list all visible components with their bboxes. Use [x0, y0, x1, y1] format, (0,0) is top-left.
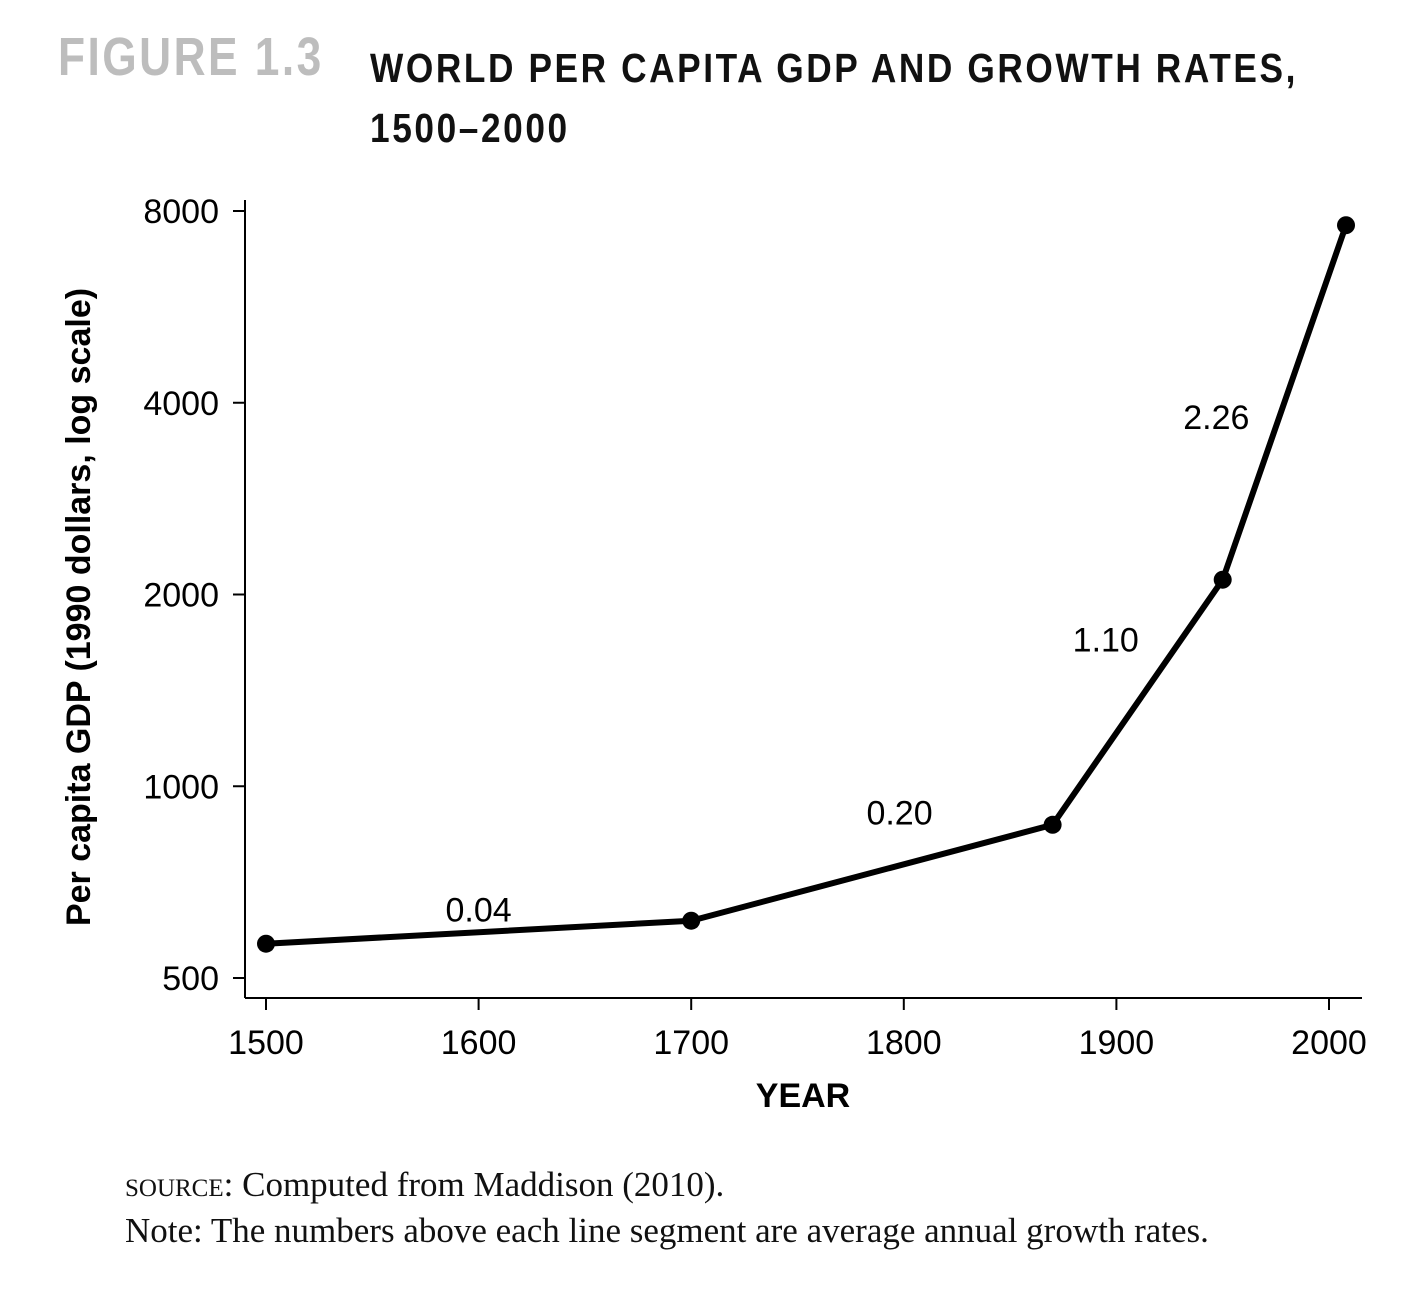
- figure-title-line-1: WORLD PER CAPITA GDP AND GROWTH RATES,: [370, 45, 1298, 91]
- y-tick-label: 4000: [143, 385, 219, 423]
- note-line: Note: The numbers above each line segmen…: [125, 1211, 1209, 1250]
- data-point-marker: [1213, 570, 1232, 589]
- y-tick-label: 500: [162, 960, 219, 998]
- data-point-marker: [257, 934, 275, 953]
- figure-footer: source: Computed from Maddison (2010). N…: [125, 1162, 1209, 1254]
- figure-label: FIGURE 1.3: [58, 27, 324, 87]
- annotation-layer: 0.04 0.20 1.10 2.26: [446, 399, 1250, 930]
- y-ticks: 500 1000 2000 4000 8000: [143, 193, 245, 998]
- data-point-marker: [1043, 815, 1062, 834]
- x-tick-label: 1600: [441, 1024, 517, 1062]
- chart-axes: [244, 200, 1362, 999]
- x-tick-label: 1500: [228, 1024, 304, 1062]
- y-tick-label: 2000: [143, 577, 219, 615]
- series-line: [263, 222, 1350, 947]
- growth-rate-label: 2.26: [1183, 399, 1249, 437]
- source-line: source: Computed from Maddison (2010).: [125, 1162, 1209, 1208]
- source-label: source: [125, 1165, 224, 1204]
- growth-rate-label: 0.20: [866, 794, 932, 832]
- x-tick-label: 1900: [1079, 1024, 1155, 1062]
- figure-title: WORLD PER CAPITA GDP AND GROWTH RATES, 1…: [370, 38, 1316, 158]
- x-tick-label: 1700: [653, 1024, 729, 1062]
- x-axis-title: YEAR: [756, 1077, 850, 1115]
- x-ticks: 1500 1600 1700 1800 1900 2000: [228, 998, 1367, 1062]
- x-tick-label: 1800: [866, 1024, 942, 1062]
- series-layer: [257, 216, 1356, 953]
- growth-rate-label: 1.10: [1073, 621, 1139, 659]
- data-point-marker: [682, 911, 701, 930]
- y-tick-label: 1000: [143, 768, 219, 806]
- x-tick-label: 2000: [1291, 1024, 1367, 1062]
- growth-rate-label: 0.04: [446, 892, 512, 930]
- data-point-marker: [1337, 216, 1356, 235]
- y-axis-title: Per capita GDP (1990 dollars, log scale): [60, 288, 98, 926]
- figure-title-line-2: 1500–2000: [370, 105, 570, 151]
- y-tick-label: 8000: [143, 193, 219, 231]
- source-text: : Computed from Maddison (2010).: [223, 1165, 725, 1204]
